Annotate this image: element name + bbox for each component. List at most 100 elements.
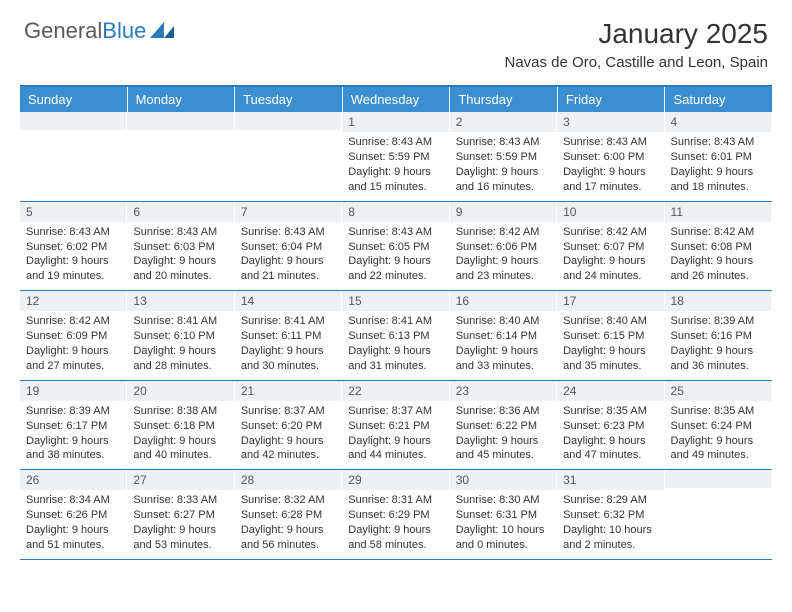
day-number: 19 <box>20 381 126 401</box>
cell-body: Sunrise: 8:35 AMSunset: 6:24 PMDaylight:… <box>665 401 771 469</box>
sunset-text: Sunset: 6:01 PM <box>671 150 765 165</box>
sunset-text: Sunset: 6:15 PM <box>563 329 657 344</box>
calendar-cell <box>665 470 772 559</box>
sunset-text: Sunset: 6:20 PM <box>241 419 335 434</box>
day-number: 20 <box>127 381 233 401</box>
sunset-text: Sunset: 6:17 PM <box>26 419 120 434</box>
sunset-text: Sunset: 6:07 PM <box>563 240 657 255</box>
week-row: 12Sunrise: 8:42 AMSunset: 6:09 PMDayligh… <box>20 291 772 381</box>
sunset-text: Sunset: 6:04 PM <box>241 240 335 255</box>
day-header: Wednesday <box>343 87 451 112</box>
sunrise-text: Sunrise: 8:43 AM <box>348 135 442 150</box>
sunset-text: Sunset: 6:26 PM <box>26 508 120 523</box>
sunset-text: Sunset: 6:11 PM <box>241 329 335 344</box>
sunrise-text: Sunrise: 8:42 AM <box>26 314 120 329</box>
cell-body: Sunrise: 8:43 AMSunset: 6:03 PMDaylight:… <box>127 222 233 290</box>
sunset-text: Sunset: 6:18 PM <box>133 419 227 434</box>
daylight-text: Daylight: 9 hours and 26 minutes. <box>671 254 765 284</box>
sunset-text: Sunset: 6:00 PM <box>563 150 657 165</box>
sunrise-text: Sunrise: 8:41 AM <box>133 314 227 329</box>
sunrise-text: Sunrise: 8:41 AM <box>348 314 442 329</box>
daylight-text: Daylight: 9 hours and 44 minutes. <box>348 434 442 464</box>
day-number: 29 <box>342 470 448 490</box>
daylight-text: Daylight: 9 hours and 31 minutes. <box>348 344 442 374</box>
sunrise-text: Sunrise: 8:31 AM <box>348 493 442 508</box>
calendar-cell: 18Sunrise: 8:39 AMSunset: 6:16 PMDayligh… <box>665 291 772 380</box>
daylight-text: Daylight: 9 hours and 45 minutes. <box>456 434 550 464</box>
cell-body: Sunrise: 8:37 AMSunset: 6:21 PMDaylight:… <box>342 401 448 469</box>
calendar: SundayMondayTuesdayWednesdayThursdayFrid… <box>20 85 772 560</box>
sunrise-text: Sunrise: 8:39 AM <box>671 314 765 329</box>
day-number <box>235 112 341 130</box>
sunrise-text: Sunrise: 8:30 AM <box>456 493 550 508</box>
logo-text-general: General <box>24 18 102 44</box>
calendar-cell: 22Sunrise: 8:37 AMSunset: 6:21 PMDayligh… <box>342 381 449 470</box>
sunset-text: Sunset: 6:23 PM <box>563 419 657 434</box>
daylight-text: Daylight: 9 hours and 51 minutes. <box>26 523 120 553</box>
day-header: Thursday <box>450 87 558 112</box>
cell-body: Sunrise: 8:43 AMSunset: 6:02 PMDaylight:… <box>20 222 126 290</box>
daylight-text: Daylight: 9 hours and 53 minutes. <box>133 523 227 553</box>
logo: GeneralBlue <box>24 18 176 44</box>
day-number: 2 <box>450 112 556 132</box>
calendar-cell: 3Sunrise: 8:43 AMSunset: 6:00 PMDaylight… <box>557 112 664 201</box>
day-number: 26 <box>20 470 126 490</box>
daylight-text: Daylight: 10 hours and 0 minutes. <box>456 523 550 553</box>
sunrise-text: Sunrise: 8:42 AM <box>671 225 765 240</box>
logo-triangle-icon <box>150 18 176 44</box>
day-number: 25 <box>665 381 771 401</box>
cell-body: Sunrise: 8:41 AMSunset: 6:13 PMDaylight:… <box>342 311 448 379</box>
sunset-text: Sunset: 5:59 PM <box>348 150 442 165</box>
daylight-text: Daylight: 9 hours and 40 minutes. <box>133 434 227 464</box>
day-number: 16 <box>450 291 556 311</box>
calendar-cell: 28Sunrise: 8:32 AMSunset: 6:28 PMDayligh… <box>235 470 342 559</box>
day-number: 4 <box>665 112 771 132</box>
cell-body: Sunrise: 8:42 AMSunset: 6:08 PMDaylight:… <box>665 222 771 290</box>
sunset-text: Sunset: 6:27 PM <box>133 508 227 523</box>
sunrise-text: Sunrise: 8:33 AM <box>133 493 227 508</box>
calendar-cell: 25Sunrise: 8:35 AMSunset: 6:24 PMDayligh… <box>665 381 772 470</box>
calendar-cell: 9Sunrise: 8:42 AMSunset: 6:06 PMDaylight… <box>450 202 557 291</box>
cell-body: Sunrise: 8:40 AMSunset: 6:15 PMDaylight:… <box>557 311 663 379</box>
location-text: Navas de Oro, Castille and Leon, Spain <box>505 54 769 71</box>
sunrise-text: Sunrise: 8:38 AM <box>133 404 227 419</box>
day-number: 1 <box>342 112 448 132</box>
daylight-text: Daylight: 9 hours and 58 minutes. <box>348 523 442 553</box>
cell-body: Sunrise: 8:32 AMSunset: 6:28 PMDaylight:… <box>235 490 341 558</box>
sunrise-text: Sunrise: 8:41 AM <box>241 314 335 329</box>
sunrise-text: Sunrise: 8:42 AM <box>456 225 550 240</box>
calendar-cell: 16Sunrise: 8:40 AMSunset: 6:14 PMDayligh… <box>450 291 557 380</box>
sunset-text: Sunset: 6:28 PM <box>241 508 335 523</box>
daylight-text: Daylight: 9 hours and 22 minutes. <box>348 254 442 284</box>
cell-body: Sunrise: 8:42 AMSunset: 6:06 PMDaylight:… <box>450 222 556 290</box>
sunrise-text: Sunrise: 8:37 AM <box>348 404 442 419</box>
day-number: 11 <box>665 202 771 222</box>
day-number: 8 <box>342 202 448 222</box>
calendar-cell: 14Sunrise: 8:41 AMSunset: 6:11 PMDayligh… <box>235 291 342 380</box>
day-header-row: SundayMondayTuesdayWednesdayThursdayFrid… <box>20 87 772 112</box>
calendar-cell: 13Sunrise: 8:41 AMSunset: 6:10 PMDayligh… <box>127 291 234 380</box>
sunset-text: Sunset: 6:02 PM <box>26 240 120 255</box>
cell-body: Sunrise: 8:43 AMSunset: 5:59 PMDaylight:… <box>342 132 448 200</box>
day-number: 23 <box>450 381 556 401</box>
cell-body: Sunrise: 8:33 AMSunset: 6:27 PMDaylight:… <box>127 490 233 558</box>
day-number: 30 <box>450 470 556 490</box>
cell-body: Sunrise: 8:29 AMSunset: 6:32 PMDaylight:… <box>557 490 663 558</box>
sunset-text: Sunset: 6:14 PM <box>456 329 550 344</box>
daylight-text: Daylight: 9 hours and 24 minutes. <box>563 254 657 284</box>
calendar-cell: 27Sunrise: 8:33 AMSunset: 6:27 PMDayligh… <box>127 470 234 559</box>
sunset-text: Sunset: 6:13 PM <box>348 329 442 344</box>
cell-body: Sunrise: 8:39 AMSunset: 6:16 PMDaylight:… <box>665 311 771 379</box>
sunset-text: Sunset: 6:08 PM <box>671 240 765 255</box>
sunset-text: Sunset: 6:10 PM <box>133 329 227 344</box>
weeks-container: 1Sunrise: 8:43 AMSunset: 5:59 PMDaylight… <box>20 112 772 560</box>
daylight-text: Daylight: 9 hours and 21 minutes. <box>241 254 335 284</box>
sunset-text: Sunset: 6:29 PM <box>348 508 442 523</box>
cell-body: Sunrise: 8:43 AMSunset: 6:04 PMDaylight:… <box>235 222 341 290</box>
calendar-cell: 17Sunrise: 8:40 AMSunset: 6:15 PMDayligh… <box>557 291 664 380</box>
week-row: 26Sunrise: 8:34 AMSunset: 6:26 PMDayligh… <box>20 470 772 560</box>
cell-body: Sunrise: 8:35 AMSunset: 6:23 PMDaylight:… <box>557 401 663 469</box>
cell-body: Sunrise: 8:31 AMSunset: 6:29 PMDaylight:… <box>342 490 448 558</box>
calendar-cell: 11Sunrise: 8:42 AMSunset: 6:08 PMDayligh… <box>665 202 772 291</box>
week-row: 19Sunrise: 8:39 AMSunset: 6:17 PMDayligh… <box>20 381 772 471</box>
